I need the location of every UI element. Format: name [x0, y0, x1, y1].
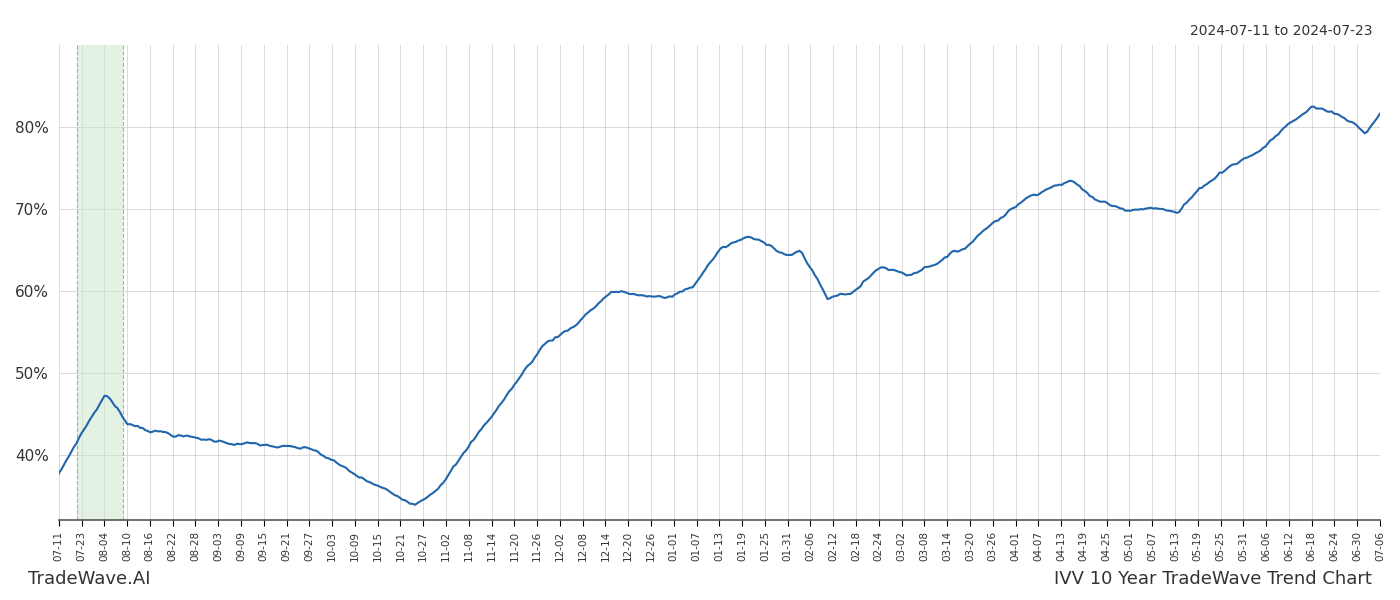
Text: 2024-07-11 to 2024-07-23: 2024-07-11 to 2024-07-23 [1190, 24, 1372, 38]
Text: IVV 10 Year TradeWave Trend Chart: IVV 10 Year TradeWave Trend Chart [1054, 570, 1372, 588]
Text: TradeWave.AI: TradeWave.AI [28, 570, 151, 588]
Bar [77, 45, 123, 520]
